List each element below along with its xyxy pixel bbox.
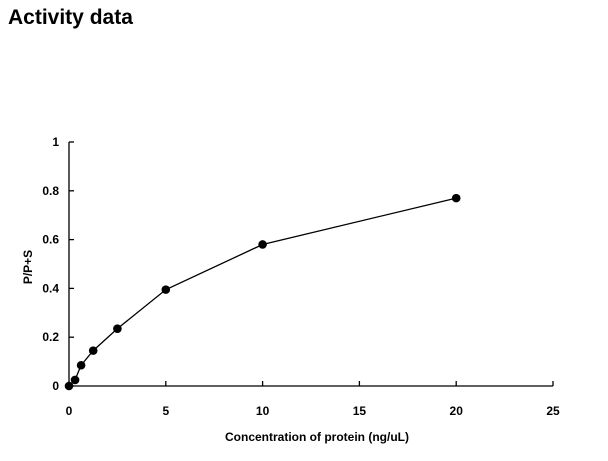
y-tick-label: 0 [52,379,59,393]
y-tick-label: 1 [52,135,59,149]
data-point [64,381,74,391]
y-axis-title: P/P+S [21,250,35,284]
y-tick-label: 0.8 [42,184,59,198]
x-tick-label: 0 [66,404,73,418]
y-tick-label: 0.2 [42,330,59,344]
x-axis-title: Concentration of protein (ng/uL) [225,430,409,444]
data-point [161,285,171,294]
page-title: Activity data [8,6,133,29]
data-point [76,360,86,370]
x-tick-label: 15 [353,404,367,418]
x-tick-label: 10 [256,404,270,418]
y-tick-label: 0.6 [42,233,59,247]
data-point [113,324,122,333]
x-tick-label: 20 [450,404,464,418]
axes [68,141,554,387]
series-layer [64,193,461,391]
series-line [68,197,457,387]
y-tick-label: 0.4 [42,281,59,295]
data-point [258,240,267,249]
data-point [88,346,98,355]
x-tick-label: 5 [162,404,169,418]
data-point [451,193,461,203]
x-tick-label: 25 [546,404,560,418]
data-point [70,375,80,385]
